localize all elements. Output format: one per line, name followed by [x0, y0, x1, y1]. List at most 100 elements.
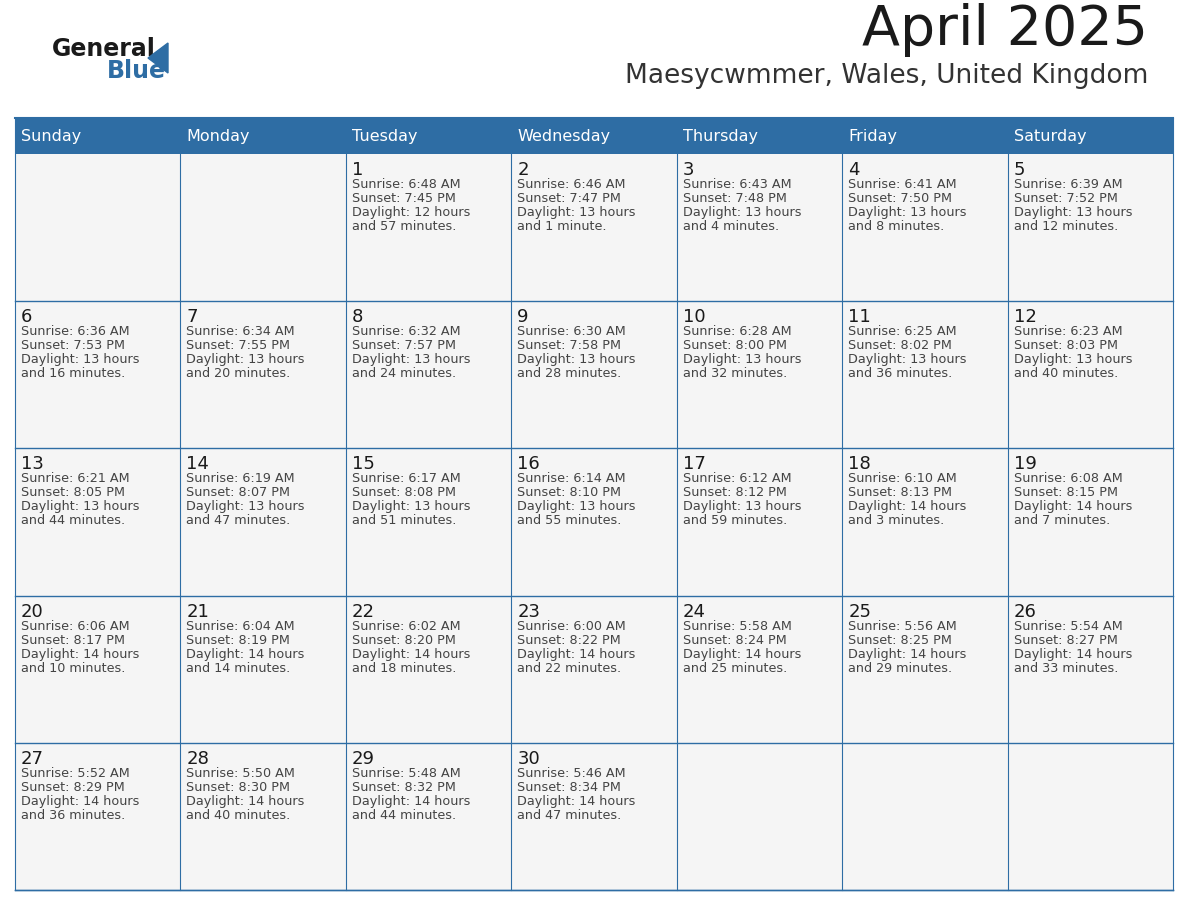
Text: Daylight: 13 hours: Daylight: 13 hours — [1013, 206, 1132, 219]
Text: Sunrise: 6:30 AM: Sunrise: 6:30 AM — [517, 325, 626, 338]
Text: Sunrise: 6:39 AM: Sunrise: 6:39 AM — [1013, 178, 1123, 191]
Text: and 28 minutes.: and 28 minutes. — [517, 367, 621, 380]
Text: Sunrise: 6:23 AM: Sunrise: 6:23 AM — [1013, 325, 1123, 338]
Text: 19: 19 — [1013, 455, 1036, 474]
Text: Daylight: 14 hours: Daylight: 14 hours — [683, 647, 801, 661]
Text: Daylight: 13 hours: Daylight: 13 hours — [21, 500, 139, 513]
Text: Daylight: 13 hours: Daylight: 13 hours — [1013, 353, 1132, 366]
Text: Sunset: 7:52 PM: Sunset: 7:52 PM — [1013, 192, 1118, 205]
Text: Sunday: Sunday — [21, 129, 81, 143]
Text: Daylight: 14 hours: Daylight: 14 hours — [21, 647, 139, 661]
Text: Sunrise: 6:21 AM: Sunrise: 6:21 AM — [21, 473, 129, 486]
Text: Sunrise: 6:48 AM: Sunrise: 6:48 AM — [352, 178, 461, 191]
Text: Sunrise: 5:54 AM: Sunrise: 5:54 AM — [1013, 620, 1123, 633]
Polygon shape — [148, 43, 168, 73]
Text: Daylight: 13 hours: Daylight: 13 hours — [21, 353, 139, 366]
Text: and 29 minutes.: and 29 minutes. — [848, 662, 953, 675]
Text: and 36 minutes.: and 36 minutes. — [848, 367, 953, 380]
Text: 24: 24 — [683, 602, 706, 621]
Text: Sunset: 8:20 PM: Sunset: 8:20 PM — [352, 633, 456, 646]
Text: Sunset: 8:03 PM: Sunset: 8:03 PM — [1013, 339, 1118, 353]
Text: Daylight: 14 hours: Daylight: 14 hours — [352, 795, 470, 808]
Text: Maesycwmmer, Wales, United Kingdom: Maesycwmmer, Wales, United Kingdom — [625, 63, 1148, 89]
Text: Sunrise: 6:17 AM: Sunrise: 6:17 AM — [352, 473, 461, 486]
Text: Sunset: 8:15 PM: Sunset: 8:15 PM — [1013, 487, 1118, 499]
Text: Tuesday: Tuesday — [352, 129, 417, 143]
Text: 11: 11 — [848, 308, 871, 326]
Text: 8: 8 — [352, 308, 364, 326]
Bar — [15, 596, 1173, 743]
Text: Sunset: 7:53 PM: Sunset: 7:53 PM — [21, 339, 125, 353]
Text: and 57 minutes.: and 57 minutes. — [352, 220, 456, 233]
Text: and 47 minutes.: and 47 minutes. — [187, 514, 291, 528]
Text: April 2025: April 2025 — [862, 3, 1148, 57]
Text: Friday: Friday — [848, 129, 897, 143]
Bar — [15, 154, 1173, 301]
Text: Daylight: 14 hours: Daylight: 14 hours — [187, 647, 305, 661]
Text: Sunrise: 6:14 AM: Sunrise: 6:14 AM — [517, 473, 626, 486]
Text: Daylight: 13 hours: Daylight: 13 hours — [683, 353, 801, 366]
Text: Saturday: Saturday — [1013, 129, 1086, 143]
Text: Sunrise: 6:12 AM: Sunrise: 6:12 AM — [683, 473, 791, 486]
Text: Sunset: 8:25 PM: Sunset: 8:25 PM — [848, 633, 952, 646]
Text: Sunset: 8:32 PM: Sunset: 8:32 PM — [352, 781, 456, 794]
Text: Sunset: 8:05 PM: Sunset: 8:05 PM — [21, 487, 125, 499]
Text: and 8 minutes.: and 8 minutes. — [848, 220, 944, 233]
Text: and 32 minutes.: and 32 minutes. — [683, 367, 786, 380]
Text: Sunset: 7:50 PM: Sunset: 7:50 PM — [848, 192, 952, 205]
Text: 17: 17 — [683, 455, 706, 474]
Text: and 20 minutes.: and 20 minutes. — [187, 367, 291, 380]
Text: Sunset: 7:48 PM: Sunset: 7:48 PM — [683, 192, 786, 205]
Text: Sunset: 8:10 PM: Sunset: 8:10 PM — [517, 487, 621, 499]
Bar — [15, 743, 1173, 890]
Text: Daylight: 12 hours: Daylight: 12 hours — [352, 206, 470, 219]
Text: and 4 minutes.: and 4 minutes. — [683, 220, 779, 233]
Text: Daylight: 13 hours: Daylight: 13 hours — [683, 500, 801, 513]
Text: and 18 minutes.: and 18 minutes. — [352, 662, 456, 675]
Text: 20: 20 — [21, 602, 44, 621]
Text: 3: 3 — [683, 161, 694, 179]
Text: 5: 5 — [1013, 161, 1025, 179]
Text: Sunset: 8:08 PM: Sunset: 8:08 PM — [352, 487, 456, 499]
Text: 6: 6 — [21, 308, 32, 326]
Text: Daylight: 14 hours: Daylight: 14 hours — [1013, 500, 1132, 513]
Text: Daylight: 13 hours: Daylight: 13 hours — [517, 500, 636, 513]
Text: Sunrise: 5:52 AM: Sunrise: 5:52 AM — [21, 767, 129, 779]
Text: Daylight: 13 hours: Daylight: 13 hours — [352, 500, 470, 513]
Text: Sunset: 8:12 PM: Sunset: 8:12 PM — [683, 487, 786, 499]
Text: Sunset: 8:02 PM: Sunset: 8:02 PM — [848, 339, 952, 353]
Text: 26: 26 — [1013, 602, 1036, 621]
Text: 27: 27 — [21, 750, 44, 767]
Text: Sunrise: 6:32 AM: Sunrise: 6:32 AM — [352, 325, 461, 338]
Text: Sunset: 8:07 PM: Sunset: 8:07 PM — [187, 487, 290, 499]
Text: Daylight: 14 hours: Daylight: 14 hours — [21, 795, 139, 808]
Text: and 36 minutes.: and 36 minutes. — [21, 809, 125, 822]
Text: and 14 minutes.: and 14 minutes. — [187, 662, 291, 675]
Text: Daylight: 14 hours: Daylight: 14 hours — [517, 647, 636, 661]
Text: Daylight: 14 hours: Daylight: 14 hours — [848, 647, 967, 661]
Text: and 51 minutes.: and 51 minutes. — [352, 514, 456, 528]
Text: 13: 13 — [21, 455, 44, 474]
Text: 2: 2 — [517, 161, 529, 179]
Text: Sunset: 8:34 PM: Sunset: 8:34 PM — [517, 781, 621, 794]
Text: Sunset: 8:00 PM: Sunset: 8:00 PM — [683, 339, 786, 353]
Text: Thursday: Thursday — [683, 129, 758, 143]
Text: Sunset: 7:47 PM: Sunset: 7:47 PM — [517, 192, 621, 205]
Text: Sunrise: 6:10 AM: Sunrise: 6:10 AM — [848, 473, 956, 486]
Text: 16: 16 — [517, 455, 541, 474]
Text: 23: 23 — [517, 602, 541, 621]
Text: Sunset: 8:22 PM: Sunset: 8:22 PM — [517, 633, 621, 646]
Text: Sunrise: 6:41 AM: Sunrise: 6:41 AM — [848, 178, 956, 191]
Text: Sunrise: 6:34 AM: Sunrise: 6:34 AM — [187, 325, 295, 338]
Text: Sunrise: 6:02 AM: Sunrise: 6:02 AM — [352, 620, 461, 633]
Text: Sunset: 8:13 PM: Sunset: 8:13 PM — [848, 487, 952, 499]
Text: 1: 1 — [352, 161, 364, 179]
Text: and 47 minutes.: and 47 minutes. — [517, 809, 621, 822]
Text: Daylight: 14 hours: Daylight: 14 hours — [517, 795, 636, 808]
Text: Sunset: 8:30 PM: Sunset: 8:30 PM — [187, 781, 290, 794]
Text: Sunrise: 6:00 AM: Sunrise: 6:00 AM — [517, 620, 626, 633]
Text: and 44 minutes.: and 44 minutes. — [352, 809, 456, 822]
Text: Sunrise: 5:56 AM: Sunrise: 5:56 AM — [848, 620, 956, 633]
Text: 14: 14 — [187, 455, 209, 474]
Text: 22: 22 — [352, 602, 375, 621]
